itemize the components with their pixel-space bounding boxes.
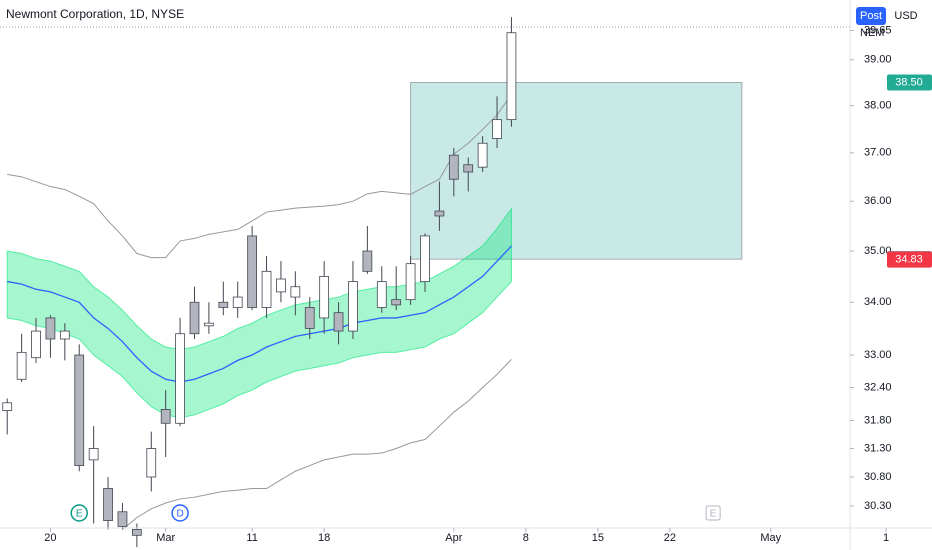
x-tick-label: Mar (156, 532, 175, 544)
candle-body (2, 402, 13, 411)
candle-body (16, 351, 27, 380)
candle-body (103, 488, 113, 521)
candle-body (333, 312, 344, 332)
event-label: E (710, 509, 717, 520)
x-tick-label: 8 (523, 532, 529, 544)
candle-body (391, 299, 402, 306)
event-marker (70, 504, 88, 522)
indicator-line (7, 94, 512, 259)
x-tick-label: May (760, 532, 781, 544)
candle-body (189, 301, 200, 335)
price-label: 38.50 (895, 76, 923, 88)
post-button-label[interactable]: Post (860, 10, 882, 22)
candle-body (506, 32, 517, 121)
candle-body (247, 235, 257, 308)
candle-body (362, 250, 373, 272)
price-label: 34.83 (895, 254, 923, 266)
candle-body (348, 281, 358, 332)
candle-body (160, 409, 171, 424)
target-zone (410, 82, 743, 260)
y-tick-label: 31.80 (864, 414, 892, 426)
candle-body (405, 263, 416, 301)
y-tick-label: 31.30 (864, 442, 892, 454)
candle-body (146, 448, 157, 478)
symbol-label: NEM (860, 27, 884, 39)
candle-body (261, 270, 272, 308)
y-tick-label: 39.65 (864, 24, 892, 36)
candle-body (45, 317, 56, 340)
x-tick-label: 18 (318, 532, 330, 544)
price-label-box (887, 251, 932, 268)
candle-body (492, 119, 502, 139)
x-tick-label: 20 (44, 532, 56, 544)
candle-body (31, 330, 41, 359)
candle-body (376, 281, 387, 308)
price-label-box (887, 74, 932, 91)
chart-title: Newmont Corporation, 1D, NYSE (6, 7, 184, 21)
y-tick-label: 30.30 (864, 500, 892, 512)
currency-label[interactable]: USD (894, 10, 917, 22)
plot-area (2, 17, 743, 548)
post-button[interactable] (856, 7, 886, 25)
y-tick-label: 33.00 (864, 349, 892, 361)
event-marker (705, 505, 721, 521)
y-tick-label: 36.00 (864, 195, 892, 207)
y-tick-label: 35.00 (864, 245, 892, 257)
candle-body (117, 511, 128, 527)
candle-body (232, 296, 243, 308)
indicator-line (7, 245, 512, 383)
candle-body (218, 301, 229, 308)
candle-body (175, 333, 185, 424)
candle-body (276, 278, 286, 293)
y-tick-label: 32.40 (864, 381, 892, 393)
x-tick-label: 22 (664, 532, 676, 544)
candle-body (290, 286, 301, 298)
candle-body (319, 276, 330, 319)
candle-body (131, 529, 142, 536)
candle-body (74, 354, 85, 466)
candle-body (420, 235, 430, 282)
x-tick-label: 11 (246, 532, 257, 544)
event-marker (171, 504, 189, 522)
y-tick-label: 37.00 (864, 147, 892, 159)
candle-body (304, 307, 315, 329)
event-label: E (76, 509, 83, 520)
axes: 39.65 39.00 38.00 37.00 36.00 35.00 34.00 33.00… (44, 24, 932, 544)
y-tick-label: 34.00 (864, 296, 892, 308)
candle-body (448, 154, 459, 180)
y-tick-label: 39.00 (864, 54, 892, 66)
candle-body (88, 448, 99, 461)
x-tick-label: Apr (445, 532, 462, 544)
candle-body (59, 330, 70, 340)
event-label: D (176, 509, 183, 520)
candle-body (463, 164, 474, 173)
y-tick-label: 30.80 (864, 471, 892, 483)
x-tick-label: 1 (883, 532, 889, 544)
candle-body (434, 210, 445, 217)
candle-body (204, 322, 214, 327)
indicator-line (122, 358, 512, 530)
y-tick-label: 38.00 (864, 100, 892, 112)
x-tick-label: 15 (592, 532, 604, 544)
candle-body (477, 142, 488, 168)
